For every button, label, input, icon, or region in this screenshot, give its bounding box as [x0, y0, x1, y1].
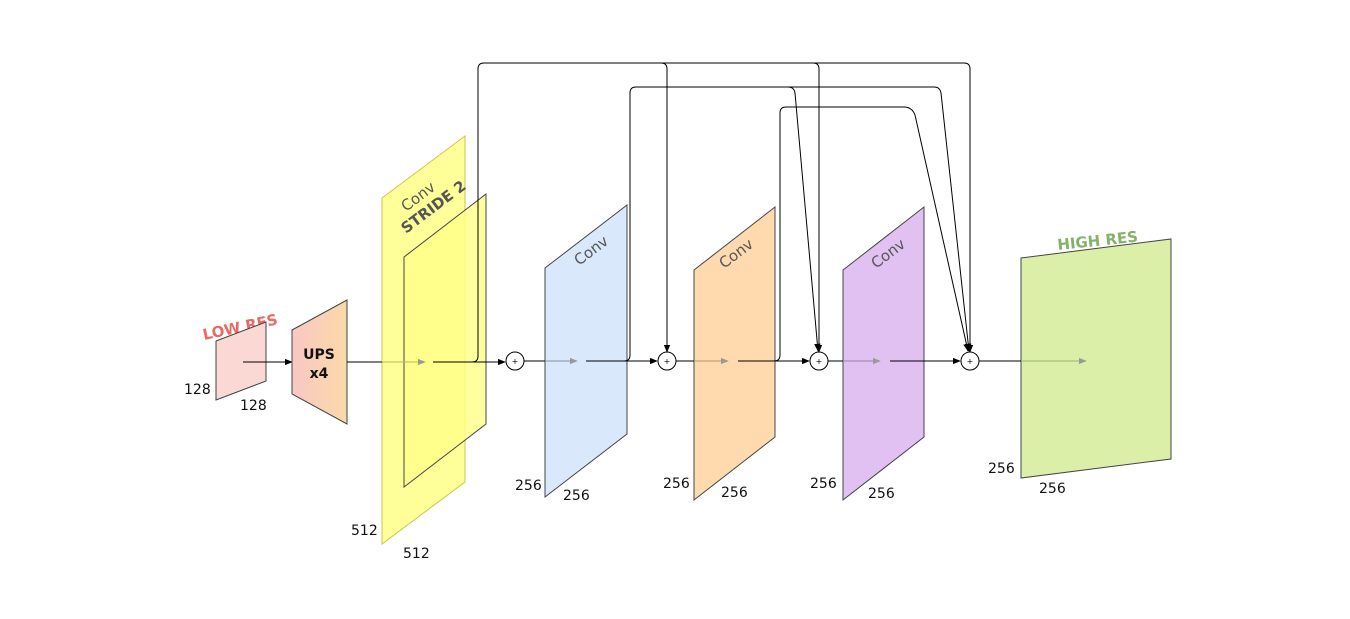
conv-block-1 — [544, 203, 628, 499]
conv-block-3-dim-w: 256 — [868, 486, 895, 502]
conv-block-2-dim-w: 256 — [721, 485, 748, 501]
conv-block-3-dim-h: 256 — [810, 476, 837, 492]
low-res-dim-w: 128 — [240, 398, 267, 414]
high-res-output-plane — [1020, 238, 1172, 479]
low-res-input-plane — [215, 321, 267, 401]
sum-symbol-2: + — [664, 357, 671, 366]
skip-conv-2-to-sum-4 — [738, 106, 970, 362]
stride-conv-front-plane — [403, 192, 487, 489]
high-res-dim-w: 256 — [1039, 481, 1066, 497]
conv-block-3 — [842, 205, 925, 502]
upsample-block — [291, 299, 348, 425]
conv-block-1-dim-w: 256 — [563, 488, 590, 504]
upsample-label-2: x4 — [310, 366, 329, 382]
sum-symbol-4: + — [967, 357, 974, 366]
sum-symbol-1: + — [512, 357, 519, 366]
skip-conv-1-to-sum-4 — [788, 86, 972, 352]
conv-block-1-dim-h: 256 — [515, 478, 542, 494]
high-res-dim-h: 256 — [988, 461, 1015, 477]
conv-block-2-dim-h: 256 — [663, 476, 690, 492]
stride-conv-dim-h: 512 — [351, 523, 378, 539]
low-res-dim-h: 128 — [184, 382, 211, 398]
upsample-label-1: UPS — [303, 347, 335, 363]
stride-conv-dim-w: 512 — [403, 546, 430, 562]
skip-stride-to-sum-2 — [465, 62, 671, 363]
sum-symbol-3: + — [816, 357, 823, 366]
skip-conv-1-to-sum-3 — [586, 86, 821, 362]
conv-block-2 — [693, 205, 776, 502]
skip-stride-to-sum-4 — [813, 62, 974, 353]
